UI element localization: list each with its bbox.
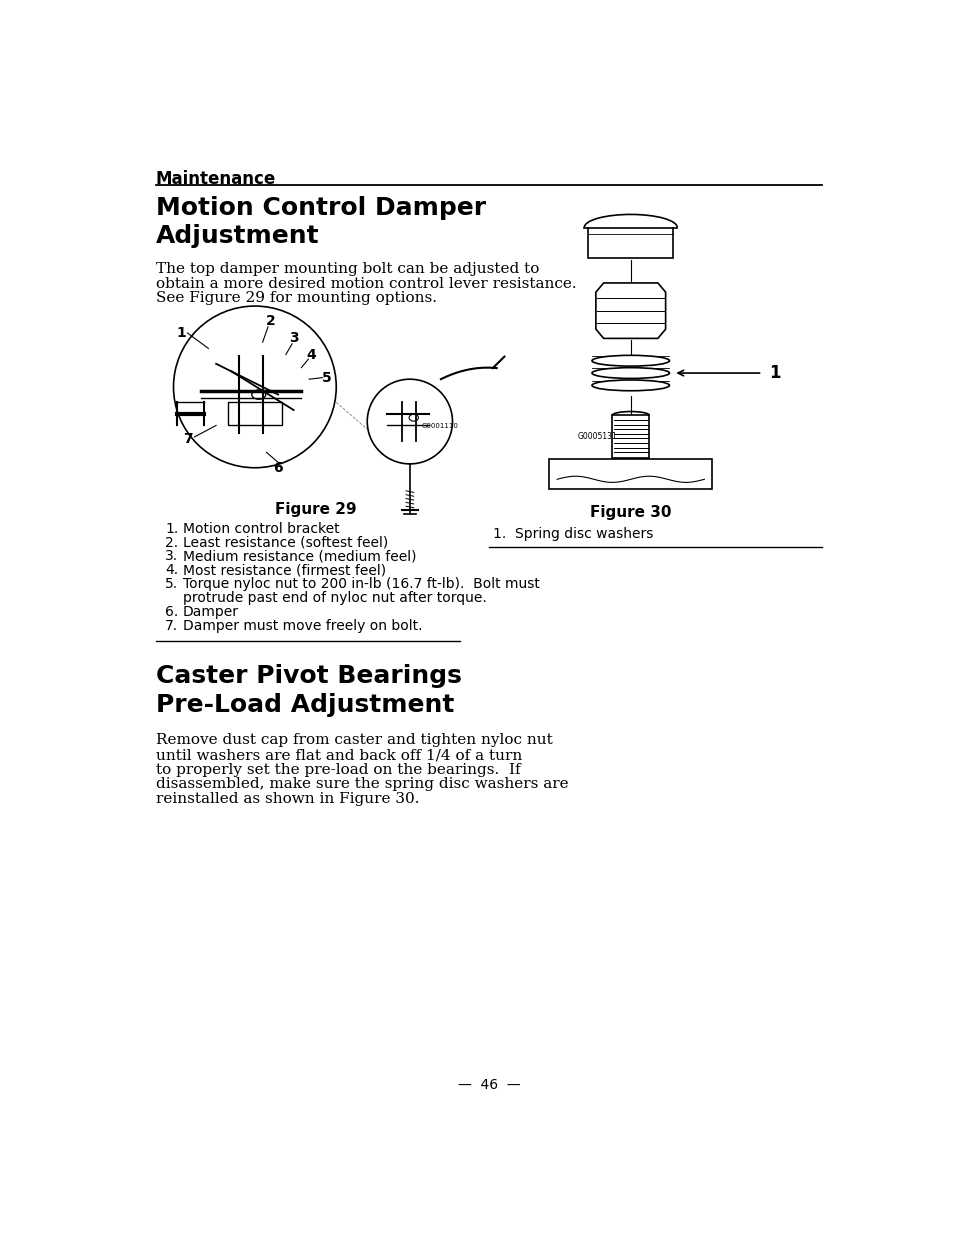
Ellipse shape [592, 368, 669, 378]
Text: Damper: Damper [183, 605, 238, 619]
Text: 4.: 4. [165, 563, 178, 577]
Text: Motion Control Damper: Motion Control Damper [155, 196, 485, 220]
Text: Remove dust cap from caster and tighten nyloc nut: Remove dust cap from caster and tighten … [155, 734, 552, 747]
Text: Figure 30: Figure 30 [589, 505, 671, 520]
Text: 2: 2 [265, 315, 275, 329]
Text: 1.: 1. [165, 521, 178, 536]
Ellipse shape [592, 356, 669, 366]
Text: 5.: 5. [165, 577, 178, 592]
Text: Figure 29: Figure 29 [274, 503, 356, 517]
Text: 6: 6 [273, 461, 283, 474]
Text: 2.: 2. [165, 536, 178, 550]
Text: to properly set the pre-load on the bearings.  If: to properly set the pre-load on the bear… [155, 763, 519, 777]
Text: Damper must move freely on bolt.: Damper must move freely on bolt. [183, 619, 422, 632]
Text: 1.  Spring disc washers: 1. Spring disc washers [493, 527, 653, 541]
Text: Pre-Load Adjustment: Pre-Load Adjustment [155, 693, 454, 718]
Text: 3: 3 [289, 331, 298, 346]
Text: disassembled, make sure the spring disc washers are: disassembled, make sure the spring disc … [155, 777, 568, 792]
Ellipse shape [409, 414, 418, 421]
Text: G0001110: G0001110 [421, 422, 457, 429]
Polygon shape [596, 283, 665, 338]
Bar [612, 415, 649, 458]
Text: —  46  —: — 46 — [457, 1078, 519, 1092]
Text: 1: 1 [176, 326, 186, 340]
Text: 7: 7 [182, 432, 193, 446]
Text: 4: 4 [306, 347, 316, 362]
Text: reinstalled as shown in Figure 30.: reinstalled as shown in Figure 30. [155, 792, 418, 806]
Text: 3.: 3. [165, 550, 178, 563]
Text: 1: 1 [768, 364, 780, 382]
Ellipse shape [592, 380, 669, 390]
Text: Most resistance (firmest feel): Most resistance (firmest feel) [183, 563, 386, 577]
Text: obtain a more desired motion control lever resistance.: obtain a more desired motion control lev… [155, 277, 576, 290]
Text: See Figure 29 for mounting options.: See Figure 29 for mounting options. [155, 291, 436, 305]
Text: Caster Pivot Bearings: Caster Pivot Bearings [155, 664, 461, 688]
Bar [228, 403, 282, 425]
Text: Adjustment: Adjustment [155, 224, 319, 248]
Text: until washers are flat and back off 1/4 of a turn: until washers are flat and back off 1/4 … [155, 748, 521, 762]
Text: 7.: 7. [165, 619, 178, 632]
Text: The top damper mounting bolt can be adjusted to: The top damper mounting bolt can be adju… [155, 262, 538, 277]
Text: Maintenance: Maintenance [155, 169, 275, 188]
Text: Medium resistance (medium feel): Medium resistance (medium feel) [183, 550, 416, 563]
Text: protrude past end of nyloc nut after torque.: protrude past end of nyloc nut after tor… [183, 592, 486, 605]
Ellipse shape [252, 390, 266, 399]
Bar [549, 459, 711, 489]
Text: Torque nyloc nut to 200 in-lb (16.7 ft-lb).  Bolt must: Torque nyloc nut to 200 in-lb (16.7 ft-l… [183, 577, 539, 592]
Text: 5: 5 [322, 370, 332, 384]
Text: 6.: 6. [165, 605, 178, 619]
Text: G0005131: G0005131 [577, 432, 617, 441]
Text: Least resistance (softest feel): Least resistance (softest feel) [183, 536, 388, 550]
Bar [587, 227, 673, 258]
Text: Motion control bracket: Motion control bracket [183, 521, 339, 536]
